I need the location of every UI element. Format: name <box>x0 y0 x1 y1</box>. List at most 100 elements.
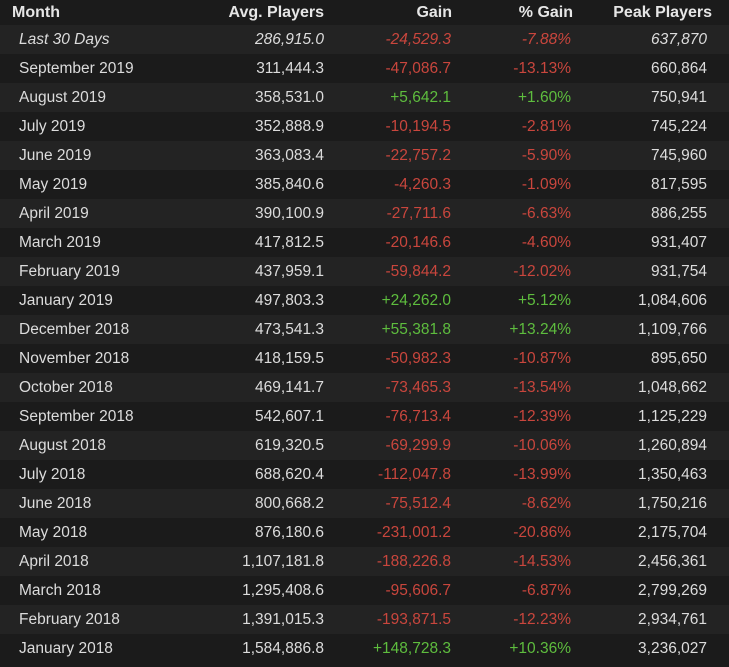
table-row: July 2019 352,888.9 -10,194.5 -2.81% 745,224 <box>0 112 729 141</box>
cell-pct-gain: -10.87% <box>513 349 571 367</box>
cell-gain: -73,465.3 <box>385 378 452 396</box>
cell-gain: -4,260.3 <box>394 175 451 193</box>
table-row: June 2018 800,668.2 -75,512.4 -8.62% 1,750,2… <box>0 489 729 518</box>
table-row: January 2019 497,803.3 +24,262.0 +5.12% 1,08… <box>0 286 729 315</box>
cell-gain: -24,529.3 <box>385 30 452 48</box>
table-row: May 2018 876,180.6 -231,001.2 -20.86% 2,175,… <box>0 518 729 547</box>
table-row: October 2018 469,141.7 -73,465.3 -13.54% 1,0… <box>0 373 729 402</box>
cell-month: March 2018 <box>19 581 101 599</box>
cell-gain: -59,844.2 <box>385 262 452 280</box>
cell-gain: -231,001.2 <box>376 523 451 541</box>
cell-gain: +24,262.0 <box>381 291 451 309</box>
cell-peak-players: 745,960 <box>650 146 707 164</box>
cell-peak-players: 2,799,269 <box>638 581 707 599</box>
table-body: Last 30 Days 286,915.0 -24,529.3 -7.88% 637,… <box>0 25 729 663</box>
cell-gain: -188,226.8 <box>376 552 451 570</box>
cell-pct-gain: -13.13% <box>513 59 571 77</box>
cell-avg-players: 1,107,181.8 <box>242 552 324 570</box>
table-row: December 2018 473,541.3 +55,381.8 +13.24% 1,… <box>0 315 729 344</box>
column-header-month[interactable]: Month <box>0 0 200 25</box>
cell-pct-gain: +5.12% <box>517 291 571 309</box>
cell-peak-players: 2,934,761 <box>638 610 707 628</box>
cell-pct-gain: -2.81% <box>521 117 571 135</box>
cell-month: June 2019 <box>19 146 92 164</box>
cell-avg-players: 469,141.7 <box>255 378 324 396</box>
cell-avg-players: 352,888.9 <box>255 117 324 135</box>
cell-avg-players: 619,320.5 <box>255 436 324 454</box>
cell-avg-players: 417,812.5 <box>255 233 324 251</box>
cell-peak-players: 886,255 <box>650 204 707 222</box>
cell-peak-players: 931,407 <box>650 233 707 251</box>
cell-gain: -27,711.6 <box>386 204 451 222</box>
cell-peak-players: 2,175,704 <box>638 523 707 541</box>
cell-avg-players: 358,531.0 <box>255 88 324 106</box>
cell-peak-players: 1,125,229 <box>638 407 707 425</box>
cell-peak-players: 3,236,027 <box>638 639 707 657</box>
cell-month: September 2018 <box>19 407 134 425</box>
cell-peak-players: 745,224 <box>650 117 707 135</box>
cell-avg-players: 437,959.1 <box>255 262 324 280</box>
cell-pct-gain: -13.99% <box>513 465 571 483</box>
cell-pct-gain: -20.86% <box>513 523 571 541</box>
table-row: Last 30 Days 286,915.0 -24,529.3 -7.88% 637,… <box>0 25 729 54</box>
cell-pct-gain: +1.60% <box>517 88 571 106</box>
cell-gain: -75,512.4 <box>385 494 452 512</box>
cell-gain: +148,728.3 <box>372 639 451 657</box>
cell-avg-players: 286,915.0 <box>255 30 324 48</box>
cell-avg-players: 311,444.3 <box>256 59 324 77</box>
column-header-gain[interactable]: Gain <box>328 0 456 25</box>
column-header-peak-players[interactable]: Peak Players <box>573 0 729 25</box>
cell-peak-players: 1,750,216 <box>638 494 707 512</box>
cell-pct-gain: -8.62% <box>521 494 571 512</box>
cell-avg-players: 688,620.4 <box>255 465 324 483</box>
cell-month: August 2018 <box>19 436 107 454</box>
table-row: August 2019 358,531.0 +5,642.1 +1.60% 750,94… <box>0 83 729 112</box>
table-row: March 2018 1,295,408.6 -95,606.7 -6.87% 2,79… <box>0 576 729 605</box>
table-row: April 2018 1,107,181.8 -188,226.8 -14.53% 2,… <box>0 547 729 576</box>
cell-pct-gain: +10.36% <box>509 639 571 657</box>
cell-peak-players: 1,109,766 <box>638 320 707 338</box>
cell-gain: -47,086.7 <box>385 59 452 77</box>
cell-month: August 2019 <box>19 88 107 106</box>
column-header-pct-gain[interactable]: % Gain <box>456 0 573 25</box>
cell-pct-gain: -12.02% <box>513 262 571 280</box>
cell-peak-players: 1,260,894 <box>638 436 707 454</box>
cell-pct-gain: +13.24% <box>509 320 571 338</box>
cell-month: December 2018 <box>19 320 130 338</box>
cell-month: May 2019 <box>19 175 88 193</box>
cell-month: Last 30 Days <box>19 30 110 48</box>
cell-gain: -69,299.9 <box>385 436 452 454</box>
cell-pct-gain: -12.23% <box>513 610 571 628</box>
cell-pct-gain: -13.54% <box>513 378 571 396</box>
cell-month: September 2019 <box>19 59 134 77</box>
cell-month: April 2018 <box>19 552 89 570</box>
cell-month: July 2019 <box>19 117 86 135</box>
cell-peak-players: 660,864 <box>650 59 707 77</box>
cell-month: January 2018 <box>19 639 113 657</box>
cell-pct-gain: -10.06% <box>513 436 571 454</box>
cell-month: April 2019 <box>19 204 89 222</box>
table-row: July 2018 688,620.4 -112,047.8 -13.99% 1,350… <box>0 460 729 489</box>
cell-pct-gain: -6.87% <box>521 581 571 599</box>
cell-gain: -95,606.7 <box>385 581 452 599</box>
cell-avg-players: 1,584,886.8 <box>242 639 324 657</box>
table-row: May 2019 385,840.6 -4,260.3 -1.09% 817,595 <box>0 170 729 199</box>
cell-gain: -76,713.4 <box>385 407 452 425</box>
cell-avg-players: 542,607.1 <box>255 407 324 425</box>
cell-peak-players: 1,048,662 <box>638 378 707 396</box>
cell-month: October 2018 <box>19 378 113 396</box>
cell-month: March 2019 <box>19 233 101 251</box>
table-row: January 2018 1,584,886.8 +148,728.3 +10.36%… <box>0 634 729 663</box>
column-header-avg-players[interactable]: Avg. Players <box>200 0 328 25</box>
cell-pct-gain: -5.90% <box>521 146 571 164</box>
cell-avg-players: 418,159.5 <box>255 349 324 367</box>
cell-pct-gain: -4.60% <box>521 233 571 251</box>
cell-avg-players: 363,083.4 <box>255 146 324 164</box>
cell-avg-players: 497,803.3 <box>255 291 324 309</box>
table-row: April 2019 390,100.9 -27,711.6 -6.63% 886,25… <box>0 199 729 228</box>
cell-pct-gain: -1.09% <box>521 175 571 193</box>
cell-pct-gain: -6.63% <box>521 204 571 222</box>
cell-month: January 2019 <box>19 291 113 309</box>
cell-peak-players: 895,650 <box>650 349 707 367</box>
table-row: September 2018 542,607.1 -76,713.4 -12.39% 1… <box>0 402 729 431</box>
